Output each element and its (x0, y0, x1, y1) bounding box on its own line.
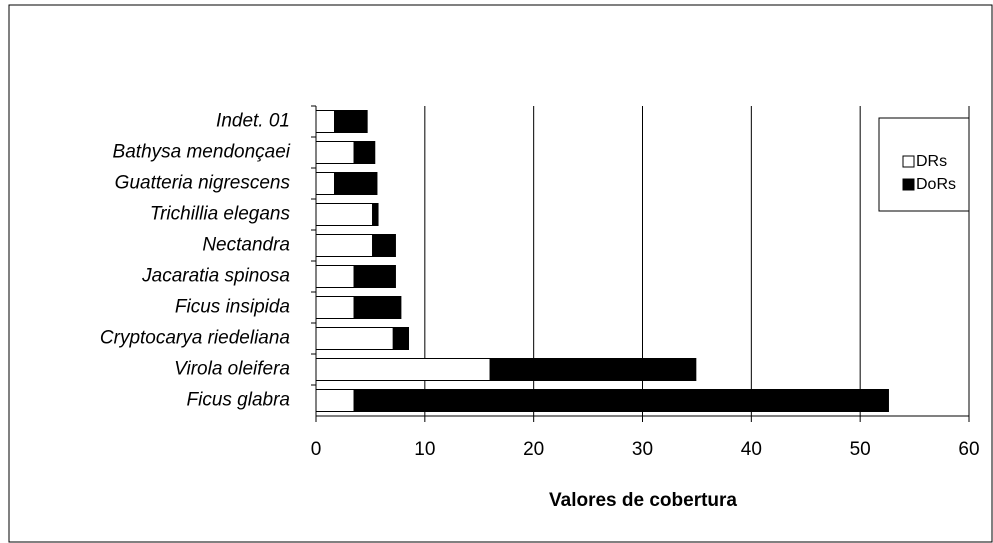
bar-segment (315, 358, 491, 381)
bar-segment (315, 296, 355, 319)
bar-segment (353, 296, 402, 319)
y-tick-label: Jacaratia spinosa (141, 266, 290, 287)
y-tick-label: Cryptocarya riedeliana (100, 328, 290, 349)
legend-label: DRs (916, 153, 947, 170)
bar-segment (315, 172, 336, 195)
y-tick-label: Ficus insipida (175, 297, 290, 318)
bar-segment (372, 203, 379, 226)
bar-segment (315, 141, 355, 164)
y-tick-label: Virola oleifera (174, 359, 290, 380)
bar-segment (334, 172, 378, 195)
bar-segment (353, 141, 376, 164)
bar-segment (353, 389, 889, 412)
legend-swatch (902, 178, 915, 191)
bar-segment (315, 265, 355, 288)
x-axis-label: Valores de cobertura (549, 490, 737, 511)
legend-box (878, 117, 970, 212)
x-tick-label: 10 (414, 439, 435, 460)
bar-segment (489, 358, 697, 381)
x-tick-label: 40 (741, 439, 762, 460)
y-tick-label: Guatteria nigrescens (115, 173, 291, 194)
x-tick-label: 0 (311, 439, 322, 460)
bar-segment (315, 203, 374, 226)
frame (8, 4, 993, 543)
bar-segment (392, 327, 410, 350)
bar-segment (315, 389, 355, 412)
x-tick-label: 60 (958, 439, 979, 460)
y-tick-label: Nectandra (202, 235, 290, 256)
y-tick-label: Indet. 01 (216, 111, 290, 132)
bar-segment (353, 265, 396, 288)
x-tick-label: 30 (632, 439, 653, 460)
bar-segment (315, 327, 394, 350)
bar-segment (372, 234, 396, 257)
y-tick-label: Ficus glabra (187, 390, 291, 411)
bar-segment (334, 110, 368, 133)
legend-label: DoRs (916, 176, 956, 193)
legend-swatch (902, 155, 915, 168)
bar-segment (315, 110, 336, 133)
y-tick-label: Trichillia elegans (150, 204, 291, 225)
x-tick-label: 50 (850, 439, 871, 460)
x-tick-label: 20 (523, 439, 544, 460)
y-tick-label: Bathysa mendonçaei (113, 142, 291, 163)
bar-segment (315, 234, 374, 257)
